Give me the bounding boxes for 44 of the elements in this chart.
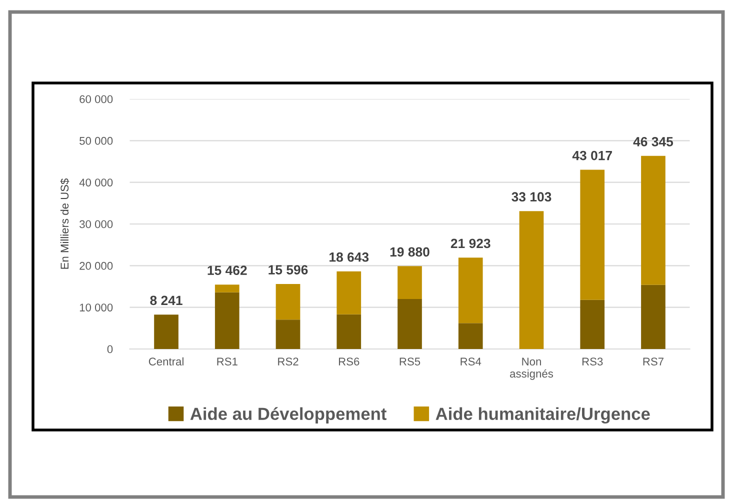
y-tick-label: 30 000 bbox=[80, 220, 113, 228]
x-tick-label: Central bbox=[148, 357, 184, 366]
x-tick-label: Non assignés bbox=[510, 358, 554, 380]
y-tick-label: 20 000 bbox=[80, 262, 113, 270]
x-tick-label: RS7 bbox=[643, 358, 664, 366]
total-label: 33 103 bbox=[512, 192, 552, 202]
y-tick-label: 60 000 bbox=[80, 95, 113, 104]
x-tick-label: RS3 bbox=[582, 358, 603, 366]
y-tick-label: 0 bbox=[107, 345, 113, 354]
bar bbox=[276, 320, 300, 349]
bar bbox=[214, 284, 240, 292]
total-label: 43 017 bbox=[572, 150, 612, 160]
total-label: 19 880 bbox=[390, 247, 430, 257]
bar bbox=[641, 156, 666, 285]
total-label: 15 596 bbox=[268, 265, 308, 274]
bar bbox=[154, 314, 178, 349]
bar bbox=[519, 211, 544, 349]
x-tick-label: RS5 bbox=[400, 358, 420, 366]
bar bbox=[398, 299, 422, 349]
bar bbox=[214, 292, 240, 349]
y-tick-label: 50 000 bbox=[80, 136, 113, 145]
x-tick-label: RS4 bbox=[460, 358, 482, 366]
total-label: 15 462 bbox=[208, 266, 247, 276]
bar bbox=[580, 300, 605, 349]
total-label: 18 643 bbox=[330, 252, 369, 262]
y-axis-title: En Milliers de US$ bbox=[60, 178, 70, 269]
total-label: 8 241 bbox=[150, 296, 182, 306]
legend-label: Aide humanitaire/Urgence bbox=[436, 407, 650, 424]
bar bbox=[458, 323, 483, 349]
total-label: 21 923 bbox=[450, 238, 490, 248]
bar bbox=[276, 284, 300, 320]
x-tick-label: RS1 bbox=[217, 358, 238, 366]
total-label: 46 345 bbox=[633, 137, 674, 146]
legend-label: Aide au Développement bbox=[190, 407, 386, 424]
bar bbox=[398, 266, 422, 299]
y-tick-label: 40 000 bbox=[79, 178, 113, 186]
x-tick-label: RS2 bbox=[278, 358, 298, 366]
bar bbox=[336, 314, 362, 349]
x-tick-label: RS6 bbox=[338, 358, 360, 366]
bar bbox=[580, 170, 605, 300]
y-tick-label: 10 000 bbox=[80, 304, 113, 312]
bar bbox=[458, 258, 483, 324]
bar bbox=[336, 271, 362, 314]
bar bbox=[641, 284, 666, 349]
